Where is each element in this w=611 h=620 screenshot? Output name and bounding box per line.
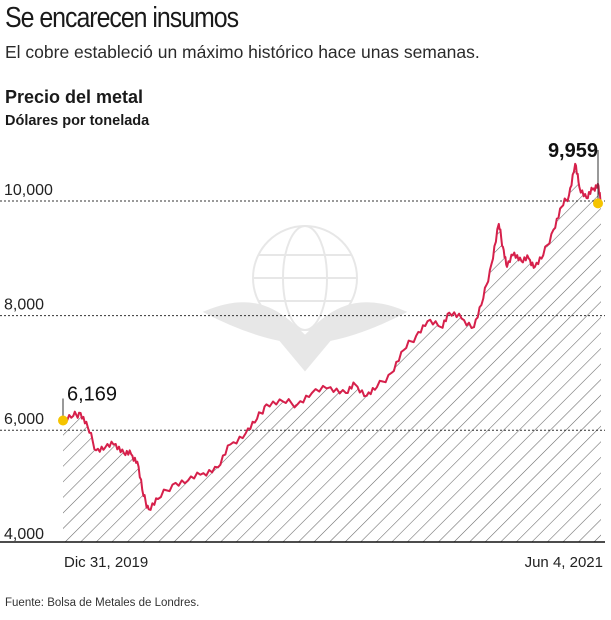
area-fill xyxy=(63,163,601,543)
x-tick-label-start: Dic 31, 2019 xyxy=(64,554,148,571)
source-note: Fuente: Bolsa de Metales de Londres. xyxy=(5,597,200,609)
chart-units: Dólares por tonelada xyxy=(5,113,150,129)
start-value-label: 6,169 xyxy=(67,384,117,406)
y-axis: 4,000 6,000 8,000 10,000 xyxy=(4,182,53,543)
price-line xyxy=(62,162,602,511)
y-tick-label: 6,000 xyxy=(4,411,44,428)
annotations: 6,169 9,959 xyxy=(58,140,603,426)
watermark-eagle-icon xyxy=(202,225,408,372)
subheadline: El cobre estableció un máximo histórico … xyxy=(5,42,480,62)
price-chart: 4,000 6,000 8,000 10,000 Dic 31, 2019 Jun 4,… xyxy=(0,140,605,571)
headline: Se encarecen insumos xyxy=(5,2,239,34)
x-axis: Dic 31, 2019 Jun 4, 2021 xyxy=(64,554,603,571)
x-tick-label-end: Jun 4, 2021 xyxy=(525,554,603,571)
area-hatch xyxy=(63,163,601,543)
end-value-label: 9,959 xyxy=(548,140,598,162)
y-tick-label: 10,000 xyxy=(4,182,53,199)
end-point-marker xyxy=(593,198,603,209)
chart-title: Precio del metal xyxy=(5,87,144,107)
gridlines xyxy=(0,200,605,543)
start-point-marker xyxy=(58,415,68,426)
y-tick-label: 8,000 xyxy=(4,297,44,314)
series-line xyxy=(62,162,602,511)
y-tick-label: 4,000 xyxy=(4,526,44,543)
